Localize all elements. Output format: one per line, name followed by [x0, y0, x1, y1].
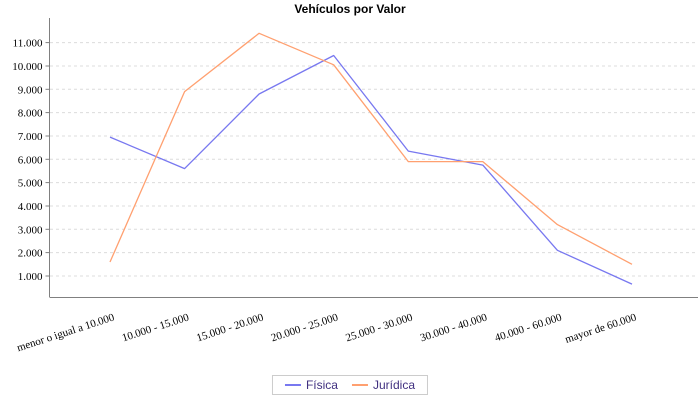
x-category-label: 10.000 - 15.000 — [121, 311, 191, 344]
x-category-label: mayor de 60.000 — [564, 311, 639, 346]
y-tick-label: 1.000 — [18, 271, 43, 283]
plot-svg: 1.000 2.000 3.000 4.000 5.000 6.000 7.000 8.000… — [12, 18, 698, 354]
x-category-label: 30.000 - 40.000 — [419, 311, 489, 344]
x-category-label: 20.000 - 25.000 — [270, 311, 340, 344]
y-tick-label: 8.000 — [18, 108, 43, 120]
x-category-label: 40.000 - 60.000 — [493, 311, 563, 344]
y-tick-label: 6.000 — [18, 154, 43, 166]
legend-label-fisica: Física — [305, 378, 338, 392]
legend-swatch-juridica-icon — [351, 384, 368, 386]
legend: Física Jurídica — [271, 375, 429, 395]
y-tick-label: 5.000 — [18, 178, 43, 190]
legend-label-juridica: Jurídica — [372, 378, 416, 392]
y-tick-label: 7.000 — [18, 131, 43, 143]
y-tick-label: 2.000 — [18, 248, 43, 260]
chart-title: Vehículos por Valor — [294, 2, 406, 16]
legend-item-fisica: Física — [284, 375, 338, 395]
series-line-física — [109, 54, 633, 285]
y-tick-label: 10.000 — [12, 61, 43, 73]
x-category-label: 15.000 - 20.000 — [195, 311, 265, 344]
x-category-label: menor o igual a 10.000 — [15, 311, 116, 354]
y-tick-label: 11.000 — [13, 38, 43, 50]
legend-swatch-fisica-icon — [284, 384, 301, 386]
y-tick-label: 3.000 — [18, 224, 43, 236]
x-category-label: 25.000 - 30.000 — [344, 311, 414, 344]
series-line-jurídica — [109, 32, 633, 265]
y-tick-label: 9.000 — [18, 84, 43, 96]
y-tick-label: 4.000 — [18, 201, 43, 213]
legend-item-juridica: Jurídica — [351, 375, 416, 395]
